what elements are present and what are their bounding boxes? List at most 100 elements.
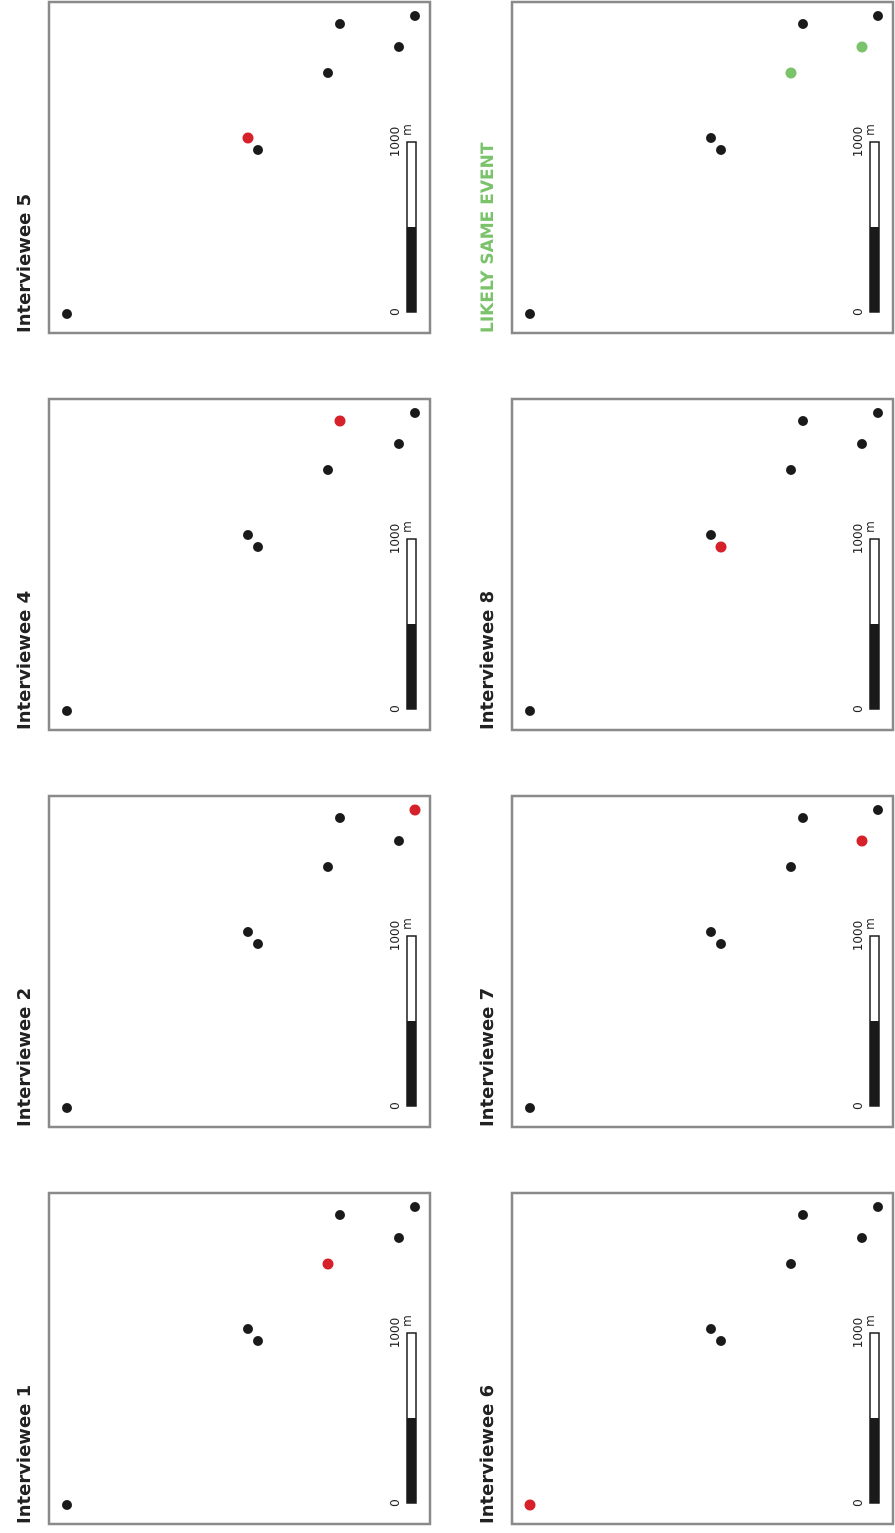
scale-bar-fill xyxy=(870,1418,879,1503)
location-dot xyxy=(873,408,883,418)
scale-start-label: 0 xyxy=(388,1499,402,1507)
scale-end-label: 1000 xyxy=(851,1318,865,1349)
panel-frame xyxy=(510,794,895,1129)
location-dot xyxy=(857,439,867,449)
scale-start-label: 0 xyxy=(388,308,402,316)
location-dot xyxy=(716,1336,726,1346)
panel-frame xyxy=(47,1191,432,1526)
location-dot xyxy=(394,836,404,846)
scale-end-label: 1000 xyxy=(851,524,865,555)
likely-same-event-dot xyxy=(856,41,868,53)
location-dot xyxy=(786,1259,796,1269)
location-dot xyxy=(410,1202,420,1212)
scale-start-label: 0 xyxy=(851,1102,865,1110)
location-dot xyxy=(786,862,796,872)
likely-same-event-legend: LIKELY SAME EVENT xyxy=(478,142,498,333)
location-dot xyxy=(873,1202,883,1212)
scale-end-label: 1000 xyxy=(851,921,865,952)
location-dot xyxy=(525,1103,535,1113)
scale-start-label: 0 xyxy=(851,308,865,316)
location-dot xyxy=(798,813,808,823)
location-dot xyxy=(62,1500,72,1510)
location-dot xyxy=(394,1233,404,1243)
scale-start-label: 0 xyxy=(851,705,865,713)
panel-title: Interviewee 5 xyxy=(14,194,35,333)
scale-end-label: 1000 xyxy=(851,127,865,158)
location-dot xyxy=(410,11,420,21)
scale-unit-label: m xyxy=(863,1315,877,1327)
location-dot xyxy=(716,145,726,155)
highlighted-location-dot xyxy=(715,541,727,553)
location-dot xyxy=(786,465,796,475)
scale-unit-label: m xyxy=(400,521,414,533)
scale-end-label: 1000 xyxy=(388,1318,402,1349)
location-dot xyxy=(525,706,535,716)
panel-title: Interviewee 7 xyxy=(477,988,498,1127)
panel-frame xyxy=(47,794,432,1129)
location-dot xyxy=(323,465,333,475)
panel-frame xyxy=(510,1191,895,1526)
location-dot xyxy=(253,1336,263,1346)
panel-title: Interviewee 1 xyxy=(14,1385,35,1524)
location-dot xyxy=(394,42,404,52)
location-dot xyxy=(857,1233,867,1243)
highlighted-location-dot xyxy=(242,132,254,144)
scale-unit-label: m xyxy=(863,124,877,136)
panel-title: Interviewee 2 xyxy=(14,988,35,1127)
scale-bar-fill xyxy=(407,1021,416,1106)
location-dot xyxy=(243,927,253,937)
scale-end-label: 1000 xyxy=(388,524,402,555)
location-dot xyxy=(410,408,420,418)
highlighted-location-dot xyxy=(856,835,868,847)
panel-title: Interviewee 6 xyxy=(477,1385,498,1524)
location-dot xyxy=(798,416,808,426)
scale-bar-fill xyxy=(870,1021,879,1106)
scale-end-label: 1000 xyxy=(388,127,402,158)
highlighted-location-dot xyxy=(524,1499,536,1511)
location-dot xyxy=(323,862,333,872)
location-dot xyxy=(798,1210,808,1220)
location-dot xyxy=(62,706,72,716)
panel-frame xyxy=(47,0,432,335)
panel-frame xyxy=(510,0,895,335)
scale-unit-label: m xyxy=(400,918,414,930)
scale-bar-fill xyxy=(407,1418,416,1503)
highlighted-location-dot xyxy=(409,804,421,816)
panel-title: Interviewee 4 xyxy=(14,591,35,730)
location-dot xyxy=(253,542,263,552)
scale-start-label: 0 xyxy=(388,1102,402,1110)
location-dot xyxy=(62,1103,72,1113)
location-dot xyxy=(706,1324,716,1334)
panel-title: Interviewee 8 xyxy=(477,591,498,730)
highlighted-location-dot xyxy=(334,415,346,427)
scale-unit-label: m xyxy=(400,124,414,136)
location-dot xyxy=(253,145,263,155)
location-dot xyxy=(62,309,72,319)
location-dot xyxy=(716,939,726,949)
location-dot xyxy=(873,805,883,815)
scale-bar-fill xyxy=(407,624,416,709)
likely-same-event-dot xyxy=(785,67,797,79)
scale-unit-label: m xyxy=(863,918,877,930)
scale-bar-fill xyxy=(870,624,879,709)
highlighted-location-dot xyxy=(322,1258,334,1270)
location-dot xyxy=(873,11,883,21)
location-dot xyxy=(706,927,716,937)
location-dot xyxy=(525,309,535,319)
panel-frame xyxy=(510,397,895,732)
